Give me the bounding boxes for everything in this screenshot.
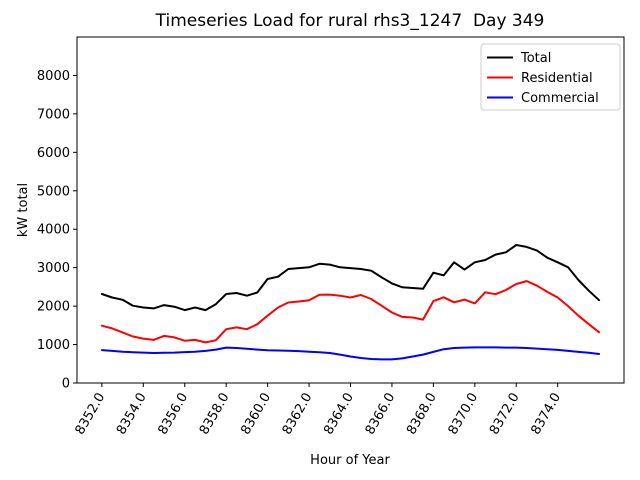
legend-label-total: Total — [520, 51, 551, 66]
y-tick-label: 6000 — [37, 146, 70, 161]
series-line-total — [100, 244, 601, 312]
x-tick-label: 8360.0 — [238, 391, 274, 438]
y-tick-label: 7000 — [37, 107, 70, 122]
x-tick-label: 8352.0 — [73, 391, 109, 438]
series-line-residential — [100, 280, 601, 344]
series-line-commercial — [100, 346, 601, 361]
plot-lines — [100, 244, 601, 361]
y-tick-label: 8000 — [37, 69, 70, 84]
y-axis-label: kW total — [16, 183, 31, 237]
y-tick-label: 2000 — [37, 300, 70, 315]
y-tick-label: 3000 — [37, 261, 70, 276]
y-tick-label: 4000 — [37, 223, 70, 238]
x-tick-label: 8368.0 — [404, 391, 440, 438]
y-tick-label: 5000 — [37, 184, 70, 199]
x-tick-label: 8358.0 — [197, 391, 233, 438]
legend-label-residential: Residential — [521, 71, 593, 86]
x-axis: 8352.0 8354.0 8356.0 8358.0 8360.0 8362.0 8364… — [73, 383, 564, 438]
x-tick-label: 8366.0 — [363, 391, 399, 438]
legend: Total Residential Commercial — [480, 43, 621, 111]
x-tick-label: 8356.0 — [155, 391, 191, 438]
x-tick-label: 8362.0 — [280, 391, 316, 438]
legend-label-commercial: Commercial — [521, 91, 599, 106]
x-tick-label: 8372.0 — [487, 391, 523, 438]
y-axis: 0 1000 2000 3000 4000 5000 6000 7000 8000 — [37, 69, 77, 392]
x-tick-label: 8370.0 — [446, 391, 482, 438]
legend-entry-residential: Residential — [487, 71, 593, 86]
x-tick-label: 8374.0 — [528, 391, 564, 438]
legend-frame — [480, 43, 621, 111]
x-tick-label: 8364.0 — [321, 391, 357, 438]
legend-entry-commercial: Commercial — [487, 91, 599, 106]
y-tick-label: 1000 — [37, 338, 70, 353]
y-tick-label: 0 — [62, 377, 70, 392]
legend-entry-total: Total — [487, 51, 551, 66]
x-axis-label: Hour of Year — [310, 453, 390, 468]
chart-title: Timeseries Load for rural rhs3_1247 Day … — [155, 11, 545, 31]
x-tick-label: 8354.0 — [114, 391, 150, 438]
